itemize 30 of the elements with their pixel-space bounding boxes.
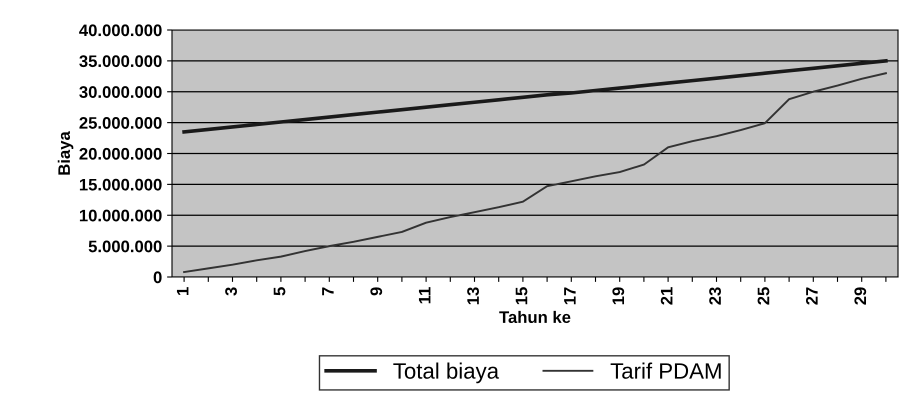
x-tick-label: 5: [274, 287, 286, 296]
y-tick-label: 0: [154, 271, 162, 284]
y-tick-label: 35.000.000: [79, 55, 162, 68]
x-tick-label: 11: [418, 287, 430, 304]
x-tick-label: 1: [176, 287, 188, 295]
x-tick-label: 21: [660, 287, 672, 305]
y-axis-title: Biaya: [58, 131, 74, 175]
y-tick-label: 15.000.000: [80, 178, 162, 191]
x-tick-label: 15: [516, 287, 528, 304]
x-tick-label: 19: [612, 287, 624, 304]
x-tick-label: 13: [467, 287, 479, 304]
y-tick-label: 30.000.000: [79, 86, 162, 98]
legend-label: Tarif PDAM: [610, 362, 721, 379]
x-axis-title: Tahun ke: [499, 310, 570, 324]
line-series: [182, 59, 888, 134]
x-tick-label: 17: [564, 287, 576, 304]
y-tick-label: 5.000.000: [88, 240, 162, 252]
x-tick-label: 3: [225, 287, 237, 296]
y-tick-label: 25.000.000: [79, 117, 162, 129]
line-series: [183, 72, 887, 274]
x-tick-label: 27: [806, 287, 818, 305]
y-tick-label: 10.000.000: [80, 210, 162, 222]
x-tick-label: 25: [758, 287, 770, 305]
y-tick-label: 40.000.000: [79, 24, 162, 36]
x-tick-label: 23: [709, 287, 721, 305]
x-tick-label: 9: [370, 287, 382, 296]
y-tick-label: 20.000.000: [79, 148, 162, 160]
x-tick-label: 29: [854, 287, 866, 305]
legend-label: Total biaya: [393, 362, 500, 384]
x-tick-label: 7: [322, 287, 334, 296]
